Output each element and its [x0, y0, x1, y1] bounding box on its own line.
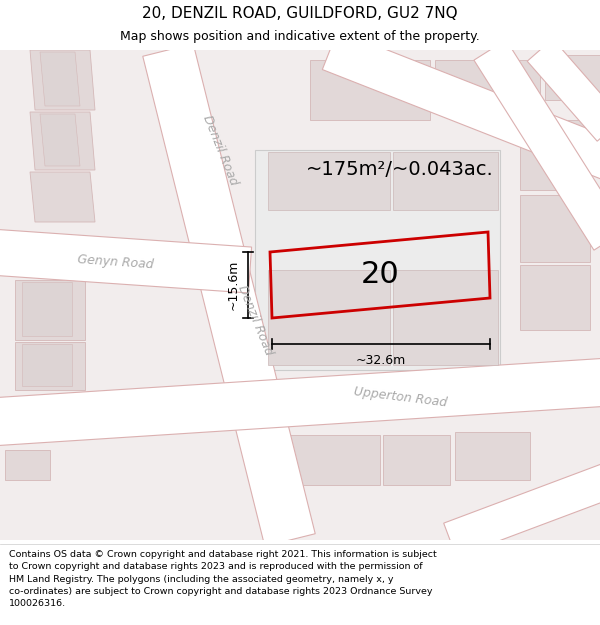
Polygon shape	[520, 120, 590, 190]
Polygon shape	[520, 265, 590, 330]
Polygon shape	[40, 114, 80, 166]
Polygon shape	[393, 152, 498, 210]
Text: ~32.6m: ~32.6m	[356, 354, 406, 367]
Text: Upperton Road: Upperton Road	[353, 385, 448, 409]
Polygon shape	[143, 44, 315, 546]
Polygon shape	[30, 112, 95, 170]
Text: 20: 20	[361, 261, 400, 289]
Polygon shape	[30, 172, 95, 222]
Text: Map shows position and indicative extent of the property.: Map shows position and indicative extent…	[120, 29, 480, 42]
Polygon shape	[268, 152, 390, 210]
Polygon shape	[5, 450, 50, 480]
Polygon shape	[520, 195, 590, 262]
Polygon shape	[545, 55, 600, 100]
Text: Denzil Road: Denzil Road	[235, 283, 275, 357]
Polygon shape	[22, 282, 72, 336]
Text: 20, DENZIL ROAD, GUILDFORD, GU2 7NQ: 20, DENZIL ROAD, GUILDFORD, GU2 7NQ	[142, 6, 458, 21]
Polygon shape	[22, 344, 72, 386]
Polygon shape	[30, 50, 95, 110]
Polygon shape	[310, 60, 430, 120]
Polygon shape	[15, 342, 85, 390]
Polygon shape	[435, 60, 540, 110]
Polygon shape	[255, 150, 500, 370]
Polygon shape	[0, 358, 600, 446]
Polygon shape	[455, 432, 530, 480]
Polygon shape	[40, 52, 80, 106]
Polygon shape	[290, 435, 380, 485]
Polygon shape	[268, 270, 390, 365]
Text: Contains OS data © Crown copyright and database right 2021. This information is : Contains OS data © Crown copyright and d…	[9, 550, 437, 608]
Text: ~15.6m: ~15.6m	[227, 260, 240, 310]
Polygon shape	[322, 31, 600, 179]
Polygon shape	[0, 229, 251, 293]
Polygon shape	[15, 280, 85, 340]
Polygon shape	[383, 435, 450, 485]
Polygon shape	[393, 270, 498, 365]
Text: Denzil Road: Denzil Road	[200, 113, 240, 187]
Text: ~175m²/~0.043ac.: ~175m²/~0.043ac.	[306, 161, 494, 179]
Polygon shape	[527, 39, 600, 141]
Polygon shape	[443, 463, 600, 557]
Text: Genyn Road: Genyn Road	[77, 253, 154, 271]
Polygon shape	[474, 40, 600, 250]
